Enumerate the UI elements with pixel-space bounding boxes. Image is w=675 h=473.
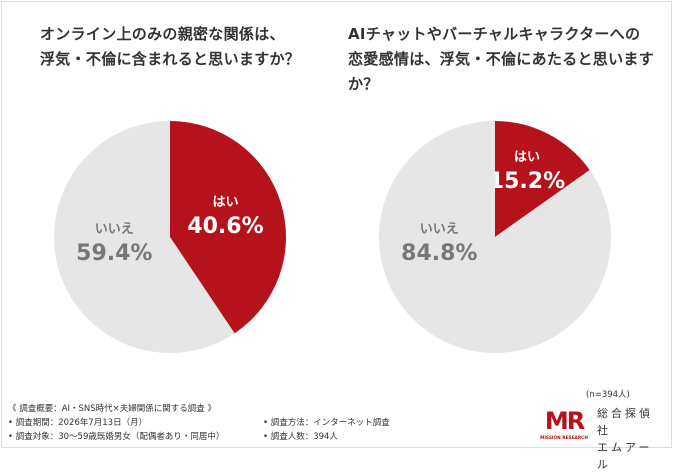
question-2-line-2: 恋愛感情は、浮気・不倫にあたると思いますか？: [348, 50, 655, 93]
yes-label-2: はい: [514, 150, 540, 165]
survey-overview: 《 調査概要：AI・SNS時代×夫婦関係に関する調査 》: [8, 404, 216, 414]
no-slice-1: [53, 121, 235, 353]
yes-value-label-2: 15.2%: [489, 169, 565, 194]
logo-mark-text: MR: [545, 407, 585, 435]
survey-count: • 調査人数：394人: [263, 432, 338, 442]
survey-period: • 調査期間：2026年7月13日（月）: [8, 418, 148, 428]
survey-target: • 調査対象：30～59歳既婚男女（配偶者あり・同居中）: [8, 432, 225, 442]
pie-chart-2-svg: はい 15.2% いいえ 84.8%: [379, 121, 611, 353]
logo-name-line-2: エムアール: [597, 441, 653, 471]
yes-slice-2: [495, 121, 590, 237]
survey-method: • 調査方法：インターネット調査: [263, 418, 390, 428]
yes-label-1: はい: [212, 195, 238, 210]
logo-name-line-1: 総合探偵社: [597, 407, 653, 437]
page-frame: [1, 1, 672, 448]
pie-chart-2: はい 15.2% いいえ 84.8%: [375, 115, 615, 360]
question-1-line-1: オンライン上のみの親密な関係は、: [40, 25, 285, 43]
yes-value-label-1: 40.6%: [187, 214, 263, 239]
question-1-line-2: 浮気・不倫に含まれると思いますか？: [40, 50, 301, 68]
no-value-label-1: 59.4%: [76, 241, 152, 266]
question-1-title: オンライン上のみの親密な関係は、 浮気・不倫に含まれると思いますか？: [40, 22, 340, 72]
no-value-label-2: 84.8%: [401, 241, 477, 266]
no-label-2: いいえ: [420, 222, 459, 237]
question-2-line-1: AIチャットやバーチャルキャラクターへの: [348, 25, 641, 43]
sample-size: (n=394人): [586, 390, 630, 400]
no-label-1: いいえ: [95, 222, 134, 237]
logo-company-name: 総合探偵社 エムアール: [597, 405, 665, 473]
company-logo: MR MISSION RESEARCH 総合探偵社 エムアール: [540, 403, 665, 471]
yes-slice-1: [170, 121, 286, 334]
pie-chart-1-svg: はい 40.6% いいえ 59.4%: [53, 121, 286, 353]
logo-sub-text: MISSION RESEARCH: [540, 435, 588, 441]
no-slice-2: [379, 121, 611, 353]
survey-summary: 《 調査概要：AI・SNS時代×夫婦関係に関する調査 》 • 調査期間：2026…: [8, 402, 528, 444]
pie-chart-1: はい 40.6% いいえ 59.4%: [50, 115, 290, 360]
mr-logo-mark: MR MISSION RESEARCH: [540, 407, 588, 441]
question-2-title: AIチャットやバーチャルキャラクターへの 恋愛感情は、浮気・不倫にあたると思いま…: [348, 22, 668, 97]
